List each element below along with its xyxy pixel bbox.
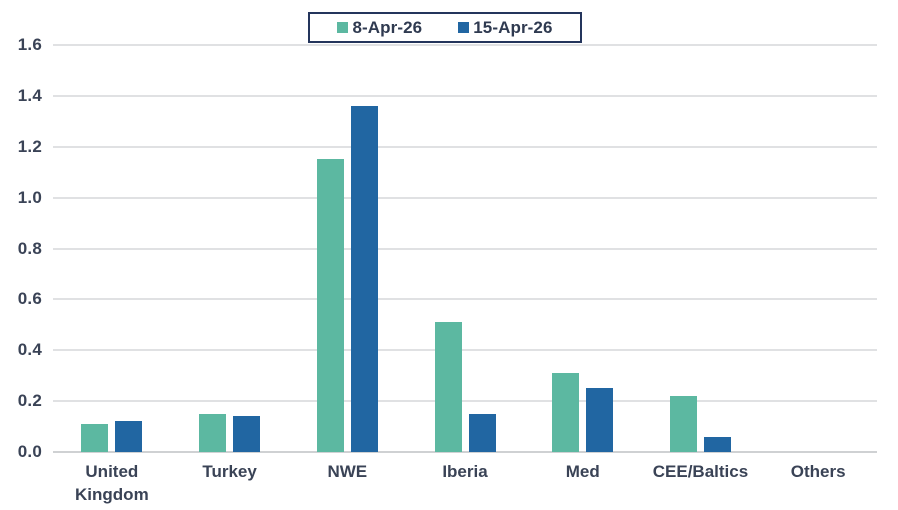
- legend-label: 8-Apr-26: [352, 17, 423, 37]
- y-tick-label: 0.4: [17, 340, 42, 360]
- gridline: [53, 145, 877, 148]
- bar: [115, 421, 143, 452]
- bar: [199, 413, 227, 452]
- bar-group: [759, 45, 877, 452]
- bar: [233, 416, 261, 452]
- plot-area: [53, 44, 877, 453]
- gridline: [53, 400, 877, 403]
- bar-group: [288, 45, 406, 452]
- y-tick-label: 1.2: [17, 136, 42, 156]
- bar: [81, 424, 109, 452]
- bar-group: [53, 45, 171, 452]
- x-category-label: Iberia: [442, 462, 488, 481]
- legend-item-series-1: 8-Apr-26: [337, 18, 422, 38]
- bar: [316, 159, 344, 452]
- legend-swatch-icon: [337, 22, 349, 33]
- bar-group: [406, 45, 524, 452]
- x-category-label: Others: [790, 462, 846, 481]
- gridlines: [53, 44, 877, 453]
- y-tick-label: 0.0: [17, 442, 42, 461]
- bar-group: [524, 45, 642, 452]
- x-category-label: Turkey: [202, 462, 257, 481]
- x-axis-line: [53, 451, 877, 453]
- x-category-label: United Kingdom: [75, 462, 149, 504]
- y-tick-label: 1.6: [17, 35, 42, 54]
- x-category-label: CEE/Baltics: [652, 462, 749, 481]
- gridline: [53, 349, 877, 352]
- bar: [350, 106, 378, 452]
- chart-legend: 8-Apr-26 15-Apr-26: [308, 12, 582, 43]
- bar: [669, 396, 697, 452]
- bar: [586, 388, 614, 452]
- y-tick-label: 0.6: [17, 289, 42, 309]
- bar: [434, 322, 462, 452]
- legend-item-series-2: 15-Apr-26: [458, 18, 552, 38]
- bar: [552, 373, 580, 452]
- bar: [703, 436, 731, 452]
- legend-label: 15-Apr-26: [473, 17, 553, 37]
- x-axis-labels: United Kingdom Turkey NWE Iberia Med CEE/Balt…: [53, 461, 877, 507]
- y-tick-label: 1.0: [17, 187, 42, 207]
- gridline: [53, 247, 877, 250]
- y-axis-labels: 0.0 0.2 0.4 0.6 0.8 1.0 1.2 1.4 1.6: [0, 35, 42, 461]
- bar-groups: [53, 45, 877, 452]
- y-tick-label: 1.4: [17, 85, 42, 105]
- x-category-label: NWE: [327, 462, 368, 481]
- y-tick-label: 0.8: [17, 238, 42, 258]
- bar: [468, 413, 496, 452]
- bar-group: [642, 45, 760, 452]
- x-category-label: Med: [565, 462, 600, 481]
- gridline: [53, 196, 877, 199]
- bar-group: [171, 45, 289, 452]
- legend-swatch-icon: [458, 22, 470, 33]
- y-tick-label: 0.2: [17, 391, 42, 411]
- gridline: [53, 94, 877, 97]
- gridline: [53, 44, 877, 46]
- gridline: [53, 298, 877, 301]
